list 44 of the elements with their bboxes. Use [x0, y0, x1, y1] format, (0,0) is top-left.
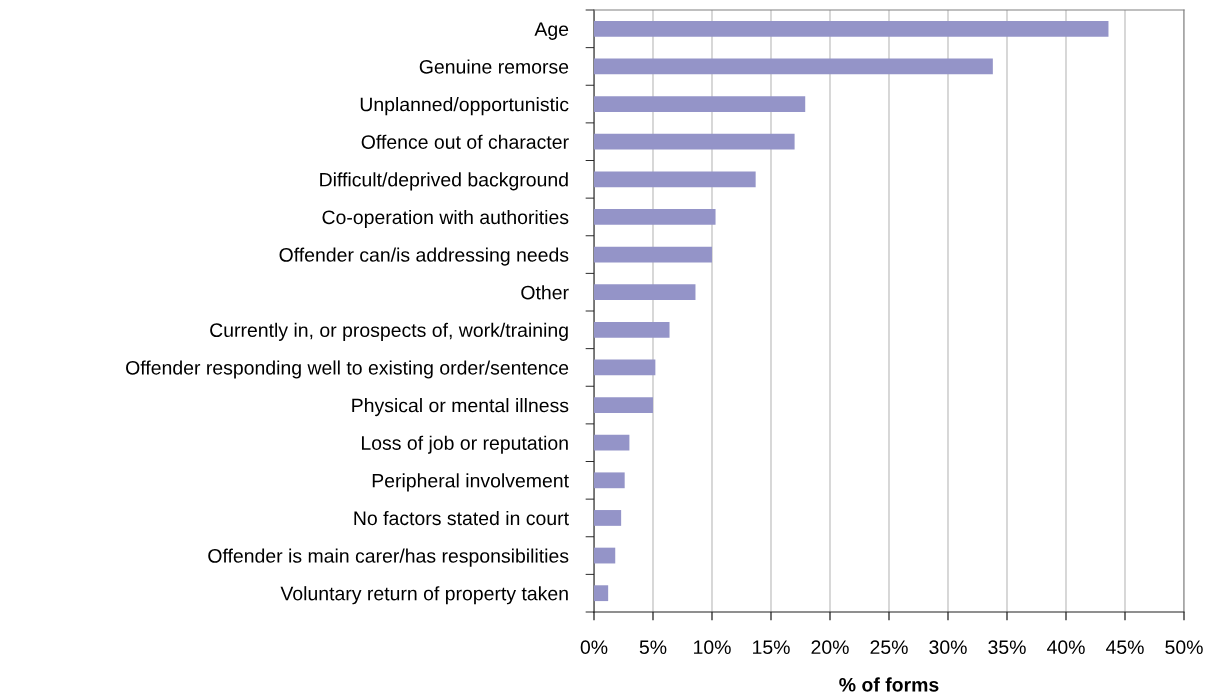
x-tick-label: 0%: [580, 640, 608, 655]
x-tick-label: 45%: [1105, 640, 1144, 655]
x-tick-label: 35%: [988, 640, 1026, 655]
y-tick-label: Other: [521, 285, 569, 300]
x-tick-label: 25%: [870, 640, 908, 655]
bar: [594, 133, 795, 150]
y-tick-label: No factors stated in court: [354, 510, 569, 526]
x-axis-title: % of forms: [839, 677, 939, 692]
bar: [594, 209, 716, 225]
x-tick-label: 30%: [929, 640, 967, 655]
bar: [594, 284, 696, 301]
y-tick-label: Peripheral involvement: [372, 473, 569, 492]
x-tick-label: 15%: [753, 640, 790, 655]
bar: [594, 171, 756, 188]
x-tick-label: 20%: [811, 640, 849, 655]
x-tick-label: 10%: [694, 640, 731, 655]
y-tick-label: Offender responding well to existing order/sentence: [126, 360, 569, 379]
x-tick-label: 50%: [1165, 640, 1203, 655]
y-tick-label: Offender is main carer/has responsibilities: [208, 548, 569, 567]
y-tick-label: Offence out of character: [361, 134, 569, 149]
bar: [594, 359, 656, 376]
x-tick-label: 5%: [639, 640, 667, 655]
bar: [594, 397, 653, 413]
bar: [594, 510, 622, 526]
y-tick-label: Co-operation with authorities: [322, 209, 569, 229]
y-tick-label: Age: [534, 22, 569, 40]
bar: [594, 246, 712, 263]
y-tick-label: Difficult/deprived background: [320, 172, 568, 191]
bar: [594, 585, 609, 602]
bar: [594, 20, 1109, 37]
y-tick-label: Loss of job or reputation: [361, 435, 568, 454]
bar: [594, 96, 806, 112]
y-tick-label: Currently in, or prospects of, work/training: [210, 322, 568, 341]
bar: [594, 58, 993, 75]
bar: [594, 434, 630, 451]
x-tick-label: 40%: [1046, 640, 1085, 655]
y-tick-label: Unplanned/opportunistic: [360, 97, 569, 116]
y-tick-label: Voluntary return of property taken: [280, 586, 568, 605]
y-tick-label: Offender can/is addressing needs: [279, 247, 569, 266]
y-tick-label: Physical or mental illness: [352, 398, 569, 417]
y-tick-label: Genuine remorse: [419, 59, 569, 74]
bar: [594, 321, 670, 338]
bar: [594, 472, 625, 489]
bar: [594, 547, 616, 564]
